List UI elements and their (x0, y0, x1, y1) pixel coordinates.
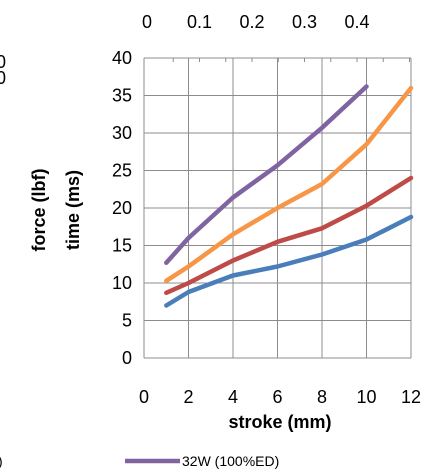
y-tick-label: 20 (112, 198, 132, 218)
top-axis-tick-label: 0.2 (239, 12, 264, 32)
y-axis-label: time (ms) (63, 170, 83, 250)
series-line-3 (164, 85, 414, 284)
y-tick-labels: 0 5 10 15 20 25 30 35 40 (112, 48, 132, 368)
clipped-tick-1: 0 (0, 52, 6, 72)
series-line-4 (164, 84, 369, 266)
top-axis-tick-label: 0.4 (344, 12, 369, 32)
top-axis-tick-label: 0.1 (187, 12, 212, 32)
y-tick-label: 10 (112, 273, 132, 293)
y-tick-label: 15 (112, 236, 132, 256)
y-tick-label: 30 (112, 123, 132, 143)
top-axis-tick-label: 0 (142, 12, 152, 32)
legend-clipped-fragment: ) (0, 453, 3, 469)
x-tick-label: 8 (317, 387, 327, 407)
x-tick-label: 10 (356, 387, 376, 407)
y-axis-label-secondary: force (lbf) (29, 168, 49, 251)
x-tick-label: 12 (401, 387, 421, 407)
legend-label: 32W (100%ED) (182, 453, 279, 469)
y-tick-label: 40 (112, 48, 132, 68)
top-axis-tick-label: 0.3 (292, 12, 317, 32)
top-axis-ticks: 0 0.1 0.2 0.3 0.4 (142, 12, 410, 62)
clipped-tick-2: 0 (0, 68, 6, 88)
x-tick-label: 0 (139, 387, 149, 407)
y-tick-label: 35 (112, 86, 132, 106)
series-line-1 (164, 214, 414, 308)
x-tick-label: 6 (272, 387, 282, 407)
legend: ) 32W (100%ED) (0, 453, 279, 469)
y-tick-label: 25 (112, 161, 132, 181)
y-tick-label: 5 (122, 311, 132, 331)
y-tick-label: 0 (122, 348, 132, 368)
x-tick-label: 2 (183, 387, 193, 407)
series-layer (164, 84, 414, 308)
x-axis-label: stroke (mm) (228, 412, 331, 432)
x-tick-labels: 0 2 4 6 8 10 12 (139, 387, 421, 407)
series-line-2 (164, 175, 414, 296)
x-tick-label: 4 (228, 387, 238, 407)
